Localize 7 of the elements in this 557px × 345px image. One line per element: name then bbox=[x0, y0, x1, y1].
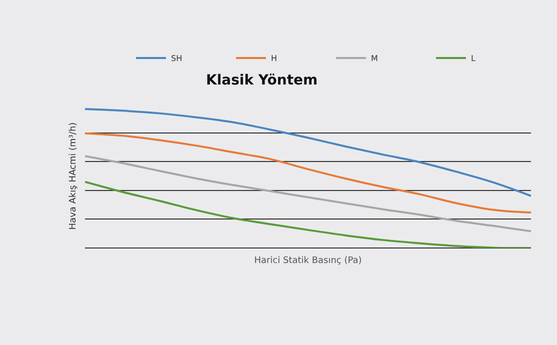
legend-label: M bbox=[371, 54, 378, 64]
legend-label: H bbox=[271, 54, 278, 64]
y-axis-title: Hava Akış HAcmi (m³/h) bbox=[68, 122, 78, 230]
legend-label: SH bbox=[171, 54, 182, 64]
x-axis-title: Harici Statik Basınç (Pa) bbox=[254, 256, 362, 266]
chart-title: Klasik Yöntem bbox=[206, 72, 318, 88]
legend-label: L bbox=[471, 54, 476, 64]
